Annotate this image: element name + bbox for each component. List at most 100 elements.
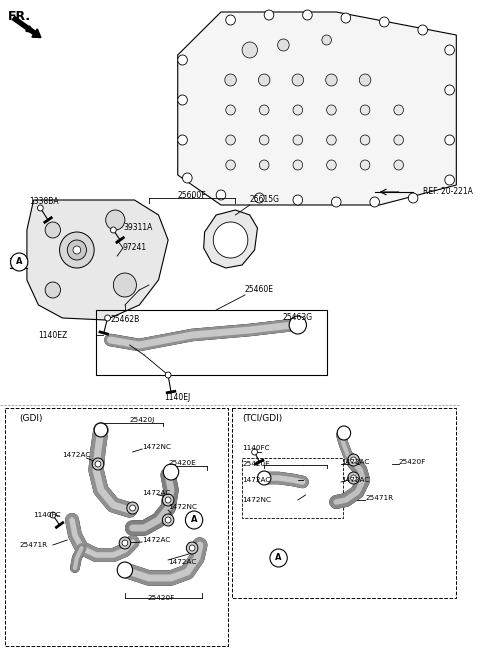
Circle shape <box>259 105 269 115</box>
Circle shape <box>259 135 269 145</box>
Circle shape <box>380 17 389 27</box>
Circle shape <box>351 475 357 481</box>
Text: 97241: 97241 <box>123 243 147 253</box>
Circle shape <box>50 512 56 518</box>
Text: 1140EJ: 1140EJ <box>165 392 191 401</box>
Circle shape <box>254 193 264 203</box>
Circle shape <box>165 372 171 378</box>
Circle shape <box>110 227 116 233</box>
Text: 1472NC: 1472NC <box>242 497 271 503</box>
Text: 25463G: 25463G <box>283 312 313 321</box>
Text: 1472AC: 1472AC <box>142 537 170 543</box>
Circle shape <box>178 95 187 105</box>
Circle shape <box>293 105 302 115</box>
Text: REF. 20-221A: REF. 20-221A <box>423 188 473 197</box>
Circle shape <box>185 511 203 529</box>
Circle shape <box>360 105 370 115</box>
Circle shape <box>213 222 248 258</box>
Text: 25420F: 25420F <box>399 459 426 465</box>
Circle shape <box>106 210 125 230</box>
Circle shape <box>351 457 357 463</box>
Circle shape <box>408 193 418 203</box>
Circle shape <box>277 39 289 51</box>
Text: 1472AC: 1472AC <box>168 559 196 565</box>
Circle shape <box>119 537 131 549</box>
Circle shape <box>394 105 404 115</box>
Circle shape <box>67 240 86 260</box>
Text: 25600F: 25600F <box>178 190 206 199</box>
Circle shape <box>264 10 274 20</box>
Text: 25420F: 25420F <box>148 595 175 601</box>
Circle shape <box>252 449 257 455</box>
Circle shape <box>178 135 187 145</box>
Circle shape <box>360 74 371 86</box>
Circle shape <box>293 195 302 205</box>
Circle shape <box>92 458 104 470</box>
Text: 25615G: 25615G <box>249 195 279 205</box>
Circle shape <box>418 25 428 35</box>
Circle shape <box>394 135 404 145</box>
Text: 1338BA: 1338BA <box>29 197 59 207</box>
Text: 25420E: 25420E <box>168 460 196 466</box>
Circle shape <box>189 545 195 551</box>
Circle shape <box>370 197 380 207</box>
Bar <box>96 310 326 375</box>
Circle shape <box>337 426 351 440</box>
Circle shape <box>326 105 336 115</box>
Circle shape <box>226 105 235 115</box>
Circle shape <box>11 253 28 271</box>
Circle shape <box>216 190 226 200</box>
Text: 25471R: 25471R <box>365 495 393 501</box>
Circle shape <box>445 45 455 55</box>
Circle shape <box>331 197 341 207</box>
Circle shape <box>394 160 404 170</box>
Circle shape <box>270 549 287 567</box>
Circle shape <box>130 505 135 511</box>
Text: 1472AC: 1472AC <box>242 477 270 483</box>
Text: 25462B: 25462B <box>110 316 140 325</box>
Circle shape <box>293 160 302 170</box>
Circle shape <box>226 160 235 170</box>
Circle shape <box>325 74 337 86</box>
Circle shape <box>341 13 351 23</box>
Circle shape <box>105 315 110 321</box>
Circle shape <box>117 562 132 578</box>
Circle shape <box>127 502 138 514</box>
Circle shape <box>302 10 312 20</box>
Text: 1472NC: 1472NC <box>168 504 197 510</box>
Text: (TCI/GDI): (TCI/GDI) <box>242 413 282 422</box>
Circle shape <box>292 74 303 86</box>
Text: A: A <box>191 516 197 525</box>
Bar <box>242 458 343 518</box>
Text: 25420J: 25420J <box>130 417 155 423</box>
Polygon shape <box>178 12 456 205</box>
Text: A: A <box>276 554 282 562</box>
Text: 1472NC: 1472NC <box>142 444 171 450</box>
Text: 25460E: 25460E <box>245 285 274 295</box>
Circle shape <box>178 55 187 65</box>
Text: A: A <box>16 258 23 266</box>
Circle shape <box>163 464 179 480</box>
Circle shape <box>225 74 236 86</box>
Circle shape <box>226 15 235 25</box>
Circle shape <box>182 173 192 183</box>
Text: 1140FC: 1140FC <box>34 512 61 518</box>
Circle shape <box>360 135 370 145</box>
Circle shape <box>95 461 101 467</box>
Circle shape <box>445 135 455 145</box>
Text: 39311A: 39311A <box>123 224 152 232</box>
FancyArrow shape <box>12 16 41 37</box>
Circle shape <box>165 517 171 523</box>
Circle shape <box>289 316 306 334</box>
Polygon shape <box>27 200 168 320</box>
Circle shape <box>360 160 370 170</box>
Circle shape <box>162 514 174 526</box>
Text: 1472AC: 1472AC <box>341 477 370 483</box>
Circle shape <box>257 471 271 485</box>
Circle shape <box>445 85 455 95</box>
Circle shape <box>348 472 360 484</box>
Circle shape <box>348 454 360 466</box>
Circle shape <box>326 135 336 145</box>
Circle shape <box>37 205 43 211</box>
Text: 1140FC: 1140FC <box>242 445 270 451</box>
